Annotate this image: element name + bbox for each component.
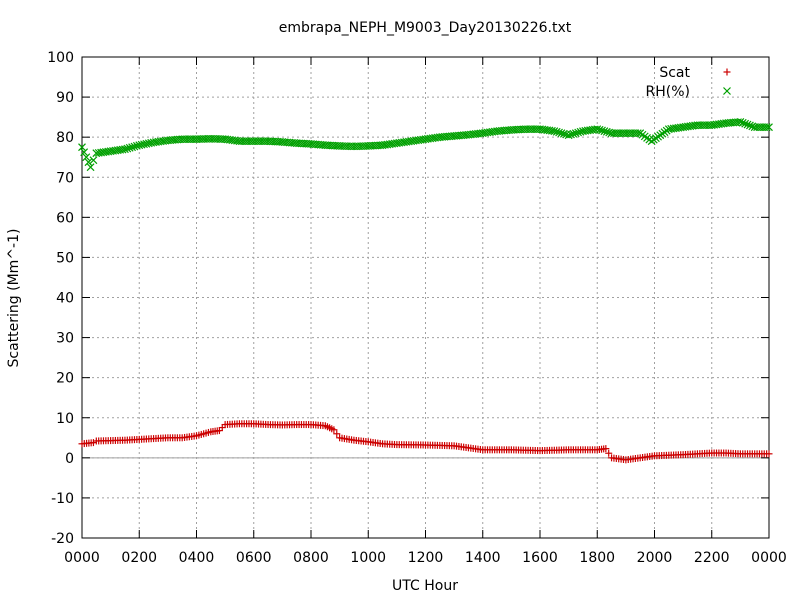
data-point [765, 123, 773, 132]
data-point [593, 125, 602, 134]
x-tick-label: 0400 [179, 550, 215, 566]
data-point [130, 142, 139, 151]
chart-title: embrapa_NEPH_M9003_Day20130226.txt [279, 20, 572, 36]
data-point [567, 130, 575, 139]
data-point [602, 445, 610, 453]
data-point [123, 144, 132, 153]
y-tick-label: 80 [56, 130, 74, 146]
data-point [574, 128, 583, 137]
data-point [333, 430, 341, 438]
data-point [86, 163, 95, 172]
x-tick-label: 2200 [694, 550, 730, 566]
x-tick-label: 1800 [579, 550, 615, 566]
x-tick-label: 1200 [408, 550, 444, 566]
y-tick-label: -10 [51, 491, 74, 507]
data-point [738, 118, 747, 127]
data-point [559, 129, 568, 138]
data-point [598, 126, 606, 135]
data-point [82, 153, 91, 162]
y-tick-label: 10 [56, 411, 74, 427]
data-point [576, 127, 585, 136]
x-tick-label: 0600 [236, 550, 272, 566]
x-tick-label: 0000 [751, 550, 787, 566]
data-point [762, 123, 771, 132]
data-point [564, 131, 573, 140]
legend: Scat RH(%) [646, 65, 731, 100]
data-point [600, 127, 609, 136]
data-point [765, 450, 773, 458]
data-point [557, 129, 566, 138]
legend-entry-scat-label: Scat [659, 65, 690, 81]
data-point [633, 129, 642, 138]
data-point [741, 119, 750, 128]
data-point [602, 127, 611, 136]
series-scat [78, 420, 773, 464]
y-tick-label: 40 [56, 291, 74, 307]
y-tick-label: 50 [56, 250, 74, 266]
x-tick-label: 1600 [522, 550, 558, 566]
data-point [121, 145, 129, 154]
data-point [605, 449, 613, 457]
x-tick-label: 1400 [465, 550, 501, 566]
legend-marker-point [723, 68, 731, 76]
series-points [78, 118, 773, 464]
data-point [125, 143, 134, 152]
x-tick-label: 0200 [121, 550, 157, 566]
x-axis-label: UTC Hour [392, 578, 458, 594]
y-tick-label: 20 [56, 371, 74, 387]
y-tick-label: 60 [56, 210, 74, 226]
data-point [132, 141, 141, 150]
y-tick-label: 0 [65, 451, 74, 467]
data-point [89, 156, 98, 165]
data-point [555, 128, 564, 137]
data-point [743, 120, 752, 129]
x-tick-label: 1000 [350, 550, 386, 566]
data-point [571, 129, 580, 138]
y-tick-label: -20 [51, 531, 74, 547]
data-point [78, 143, 86, 152]
legend-entry-scat-marker [723, 68, 731, 76]
data-point [550, 127, 559, 136]
data-point [745, 121, 754, 130]
y-tick-label: 90 [56, 90, 74, 106]
x-tick-label: 0000 [64, 550, 100, 566]
x-tick-label: 0800 [293, 550, 329, 566]
data-point [736, 118, 745, 126]
y-axis-label: Scattering (Mm^-1) [6, 229, 22, 368]
legend-marker-point [723, 87, 731, 95]
data-point [80, 148, 89, 157]
legend-entry-rh-label: RH(%) [646, 84, 690, 100]
y-tick-label: 70 [56, 170, 74, 186]
data-point [128, 143, 137, 152]
y-tick-label: 100 [47, 50, 74, 66]
data-point [552, 127, 561, 136]
data-point [569, 129, 578, 138]
data-point [595, 125, 604, 134]
data-point [548, 126, 556, 135]
data-point [118, 145, 127, 154]
x-tick-label: 2000 [637, 550, 673, 566]
data-point [330, 426, 338, 434]
legend-entry-rh-marker [723, 87, 731, 95]
series-rh [78, 118, 773, 172]
y-tick-label: 30 [56, 331, 74, 347]
data-point [84, 158, 93, 167]
axis-ticks: -20 -10 0 10 20 30 40 50 60 70 80 90 100 0000 0200 0400… [47, 50, 787, 566]
